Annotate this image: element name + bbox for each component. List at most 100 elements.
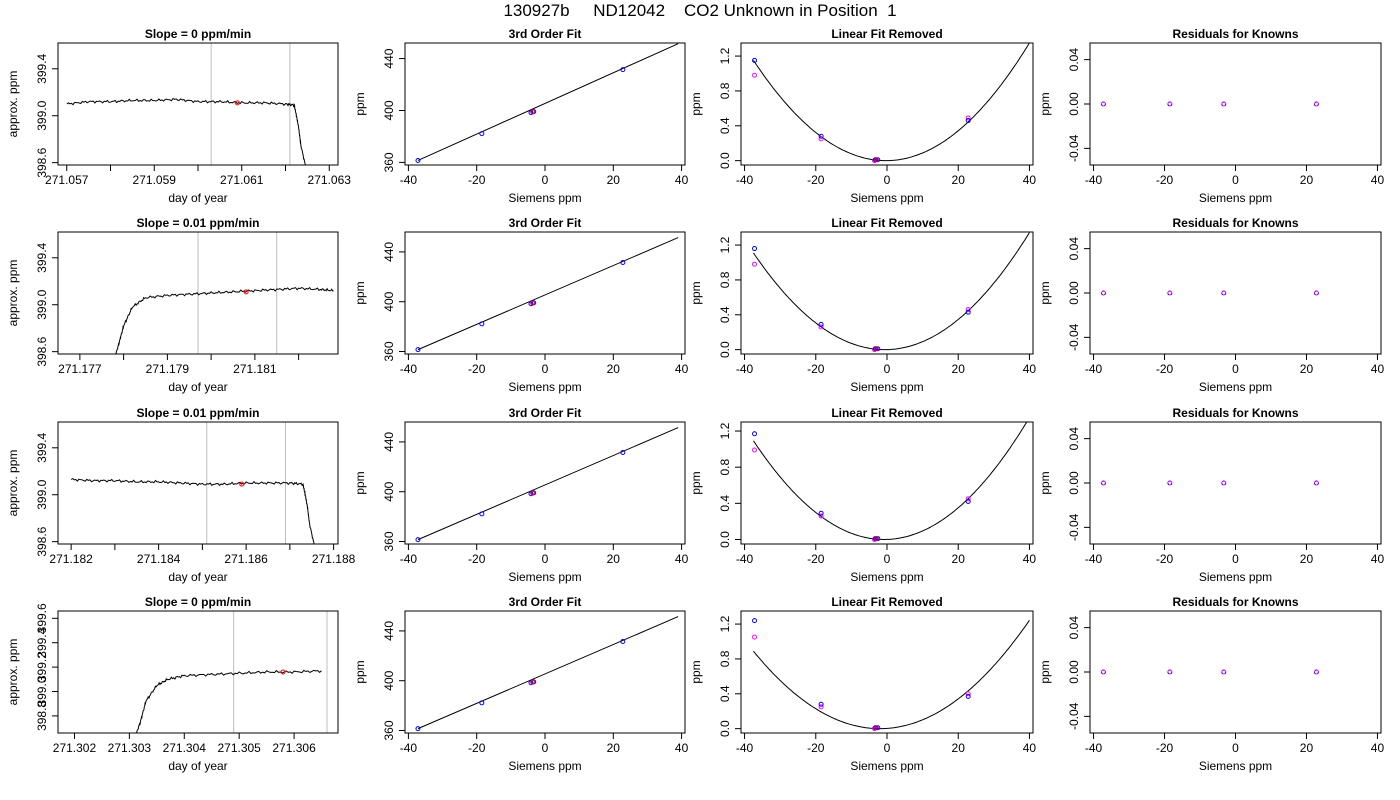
- residual-point-overlay: [1314, 290, 1319, 296]
- x-tick-label: 20: [607, 362, 621, 376]
- plot-area: [66, 43, 306, 165]
- y-tick-label: 400: [382, 291, 396, 311]
- x-tick-label: 0: [1232, 362, 1239, 376]
- standard-point: [818, 510, 824, 516]
- x-tick-label: -20: [1156, 741, 1174, 755]
- y-tick-label: 360: [382, 341, 396, 361]
- panel-3rd-order-fit-3: 3rd Order Fit Siemens ppm ppm -40 -20 0 20 40 36…: [353, 406, 689, 584]
- x-axis-label: Siemens ppm: [1199, 380, 1272, 394]
- panel-residuals-2: Residuals for Knowns Siemens ppm ppm -40 -20…: [1038, 216, 1384, 394]
- standard-point: [818, 133, 824, 139]
- x-tick-label: 40: [1023, 741, 1037, 755]
- x-tick-label: 271.057: [45, 173, 89, 187]
- y-axis-label: ppm: [353, 471, 367, 494]
- x-tick-label: 20: [952, 741, 966, 755]
- x-tick-label: 271.061: [220, 173, 264, 187]
- measured-point: [752, 634, 758, 640]
- measured-point: [965, 115, 971, 121]
- panel-time-series-1: Slope = 0 ppm/min day of year approx. ppm 2…: [6, 27, 351, 205]
- x-tick-label: -20: [468, 552, 486, 566]
- quadratic-curve: [753, 232, 1030, 351]
- measured-point: [752, 261, 758, 267]
- x-tick-label: 40: [1023, 552, 1037, 566]
- x-tick-label: 271.186: [224, 552, 268, 566]
- y-axis-label: approx. ppm: [6, 260, 20, 327]
- x-axis-label: Siemens ppm: [1199, 191, 1272, 205]
- x-tick-label: 271.181: [233, 362, 277, 376]
- y-tick-label: 440: [382, 242, 396, 262]
- panel-title: Residuals for Knowns: [1172, 27, 1298, 41]
- x-tick-label: 20: [1300, 362, 1314, 376]
- y-axis-label: approx. ppm: [6, 639, 20, 706]
- x-tick-label: -40: [1085, 552, 1103, 566]
- panel-time-series-3: Slope = 0.01 ppm/min day of year approx. p…: [6, 406, 356, 584]
- x-tick-label: -40: [400, 173, 418, 187]
- fit-line: [417, 237, 679, 351]
- y-tick-label: 360: [382, 531, 396, 551]
- standard-point: [752, 618, 758, 624]
- x-axis-label: day of year: [168, 759, 227, 773]
- x-axis-label: Siemens ppm: [850, 191, 923, 205]
- x-tick-label: 0: [1232, 741, 1239, 755]
- standard-point: [479, 511, 485, 517]
- x-tick-label: 271.184: [137, 552, 181, 566]
- panel-title: Residuals for Knowns: [1172, 406, 1298, 420]
- x-axis-label: Siemens ppm: [508, 191, 581, 205]
- x-tick-label: 0: [542, 362, 549, 376]
- x-tick-label: 0: [884, 741, 891, 755]
- x-tick-label: 0: [542, 173, 549, 187]
- unknown-point: [873, 157, 879, 163]
- panel-title: 3rd Order Fit: [509, 595, 582, 609]
- x-tick-label: -20: [807, 741, 825, 755]
- x-tick-label: 271.188: [312, 552, 356, 566]
- plot-area: [752, 232, 1030, 353]
- fit-line: [417, 616, 679, 730]
- x-tick-label: -40: [1085, 173, 1103, 187]
- y-tick-label: 440: [382, 432, 396, 452]
- y-tick-label: 0.8: [718, 459, 732, 476]
- x-axis-label: day of year: [168, 570, 227, 584]
- y-tick-label: 440: [382, 621, 396, 641]
- unknown-point: [873, 725, 879, 731]
- x-tick-label: 0: [884, 552, 891, 566]
- y-tick-label: 400: [382, 481, 396, 501]
- x-axis-label: Siemens ppm: [508, 570, 581, 584]
- standard-point: [620, 260, 626, 265]
- y-tick-label: 0.4: [718, 117, 732, 134]
- quadratic-curve: [753, 620, 1030, 730]
- plot-area: [752, 618, 1030, 732]
- x-tick-label: -20: [468, 362, 486, 376]
- y-axis-label: ppm: [689, 660, 703, 683]
- x-tick-label: -40: [736, 741, 754, 755]
- residual-point-overlay: [1101, 101, 1106, 107]
- y-tick-label: 0.8: [718, 82, 732, 99]
- x-tick-label: -40: [400, 741, 418, 755]
- standard-point: [965, 499, 971, 505]
- x-axis-label: Siemens ppm: [1199, 759, 1272, 773]
- y-tick-label: 0.8: [718, 650, 732, 667]
- average-marker: [243, 289, 249, 295]
- average-marker: [239, 481, 245, 487]
- figure-title: 130927b ND12042 CO2 Unknown in Position …: [503, 1, 897, 20]
- plot-area: [1100, 101, 1319, 107]
- y-tick-label: 399.0: [35, 479, 49, 509]
- plot-area: [752, 422, 1028, 542]
- residual-point-overlay: [1221, 290, 1227, 296]
- plot-area: [1100, 290, 1319, 296]
- plot-frame: [57, 231, 339, 355]
- y-tick-label: 0.04: [1067, 616, 1081, 640]
- y-axis-label: ppm: [689, 92, 703, 115]
- quadratic-curve: [753, 43, 1030, 162]
- x-tick-label: -40: [736, 552, 754, 566]
- panel-residuals-4: Residuals for Knowns Siemens ppm ppm -40 -20…: [1038, 595, 1384, 773]
- y-axis-label: ppm: [1038, 92, 1052, 115]
- measured-point: [818, 136, 824, 142]
- x-tick-label: 271.304: [163, 741, 207, 755]
- panel-residuals-3: Residuals for Knowns Siemens ppm ppm -40 -20…: [1038, 406, 1384, 584]
- y-tick-label: 440: [382, 48, 396, 68]
- panel-title: 3rd Order Fit: [509, 406, 582, 420]
- y-axis-label: approx. ppm: [6, 71, 20, 138]
- plot-frame: [740, 42, 1034, 166]
- measured-point: [818, 324, 824, 330]
- plot-area: [136, 611, 328, 733]
